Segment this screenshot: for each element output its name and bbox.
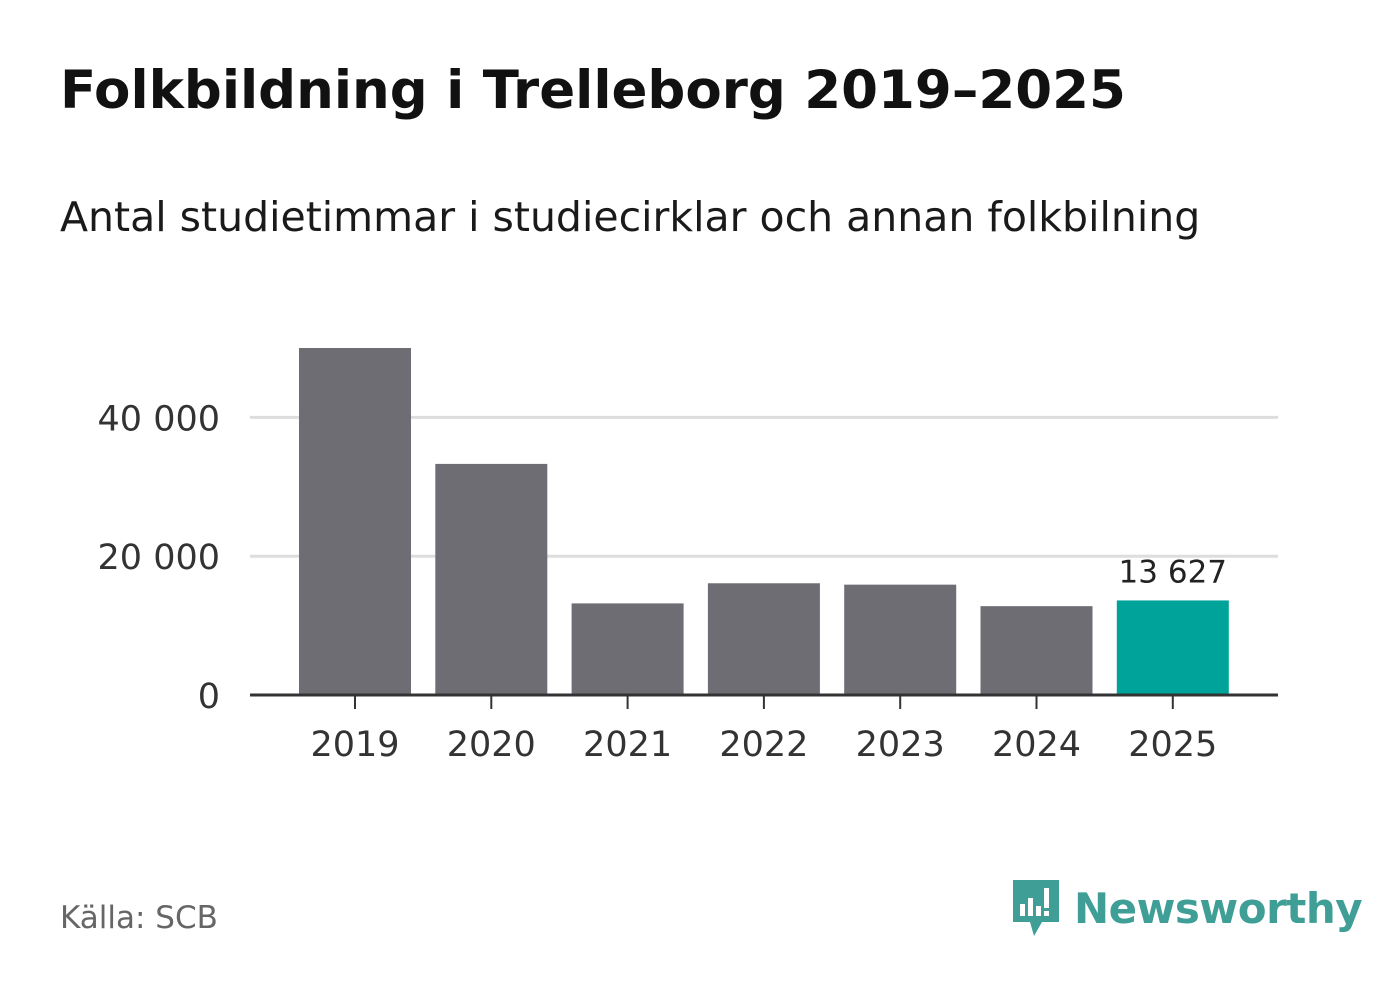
bar-2021 <box>571 603 684 695</box>
y-tick-label: 0 <box>198 677 220 717</box>
newsworthy-logo-icon <box>1013 880 1059 936</box>
chart-subtitle: Antal studietimmar i studiecirklar och a… <box>60 193 1201 241</box>
y-tick-label: 40 000 <box>98 399 220 439</box>
newsworthy-logo: Newsworthy <box>1010 878 1363 938</box>
bar-2020 <box>435 463 548 695</box>
bar-2022 <box>707 583 820 695</box>
chart-title: Folkbildning i Trelleborg 2019–2025 <box>60 60 1126 121</box>
brand-name: Newsworthy <box>1074 883 1363 933</box>
x-tick-label: 2025 <box>1128 725 1217 765</box>
gridlines <box>250 415 1278 558</box>
x-tick-label: 2019 <box>310 725 399 765</box>
data-label: 13 627 <box>1119 554 1227 590</box>
source-note: Källa: SCB <box>60 900 218 936</box>
bar-2023 <box>844 584 957 695</box>
labels: 0 20 000 40 000 2019 2020 2021 2022 2023 2024 202… <box>98 399 1228 765</box>
x-tick-label: 2020 <box>447 725 536 765</box>
x-tick-label: 2023 <box>856 725 945 765</box>
bar-2019 <box>299 348 411 695</box>
x-tick-label: 2024 <box>992 725 1081 765</box>
bar-2025 <box>1116 600 1229 695</box>
y-tick-label: 20 000 <box>98 538 220 578</box>
x-axis <box>250 693 1278 709</box>
bars <box>299 348 1229 695</box>
x-tick-label: 2022 <box>719 725 808 765</box>
bar-2024 <box>980 606 1093 695</box>
x-tick-label: 2021 <box>583 725 672 765</box>
